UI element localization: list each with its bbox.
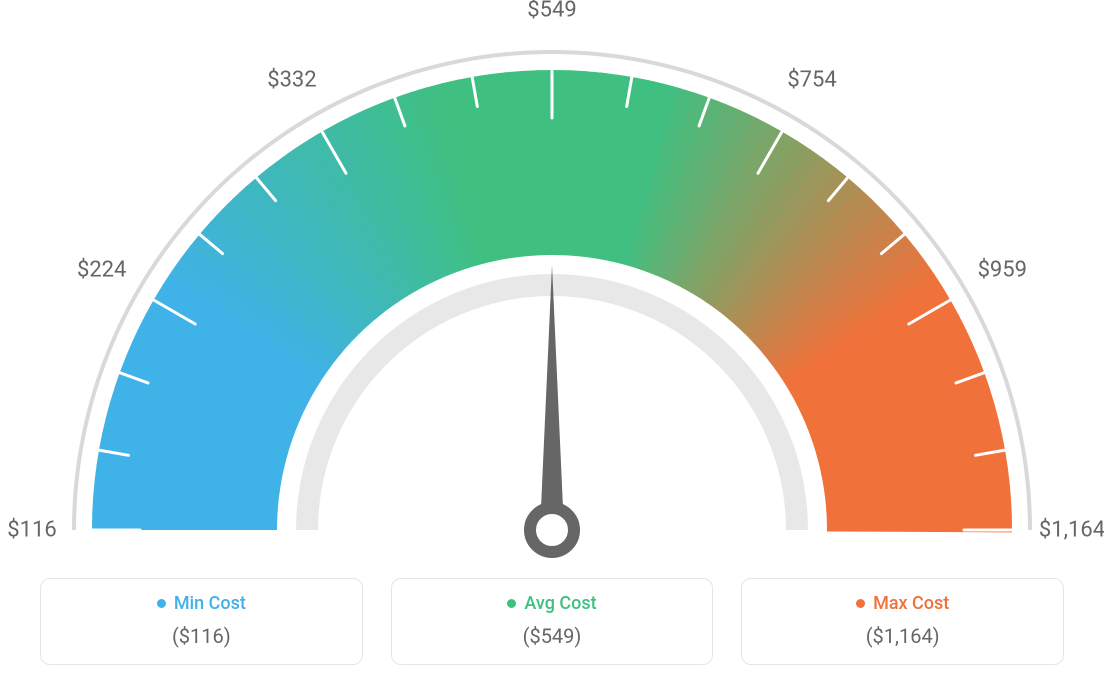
gauge-needle-hub [530,508,574,552]
legend-value-max: ($1,164) [752,624,1053,648]
dot-icon [507,599,516,608]
legend-label-text: Min Cost [174,593,246,614]
legend-label-text: Max Cost [873,593,949,614]
legend-label-avg: Avg Cost [507,593,596,614]
gauge-svg [0,0,1104,570]
gauge-tick-label: $116 [7,518,56,543]
gauge-chart: $116 $224 $332 $549 $754 $959 $1,164 [0,0,1104,570]
gauge-tick-label: $754 [787,67,836,92]
chart-container: $116 $224 $332 $549 $754 $959 $1,164 Min Cost … [0,0,1104,690]
legend-card-avg: Avg Cost ($549) [391,578,714,665]
gauge-tick-label: $332 [267,67,316,92]
legend-value-min: ($116) [51,624,352,648]
gauge-needle [540,265,564,530]
legend-value-avg: ($549) [402,624,703,648]
legend-card-min: Min Cost ($116) [40,578,363,665]
legend-row: Min Cost ($116) Avg Cost ($549) Max Cost… [40,578,1064,665]
gauge-tick-label: $224 [77,257,126,282]
legend-label-text: Avg Cost [524,593,596,614]
gauge-tick-label: $549 [527,0,576,23]
gauge-tick-label: $1,164 [1039,518,1104,543]
dot-icon [856,599,865,608]
legend-label-min: Min Cost [157,593,246,614]
dot-icon [157,599,166,608]
gauge-tick-label: $959 [978,257,1027,282]
legend-card-max: Max Cost ($1,164) [741,578,1064,665]
legend-label-max: Max Cost [856,593,949,614]
